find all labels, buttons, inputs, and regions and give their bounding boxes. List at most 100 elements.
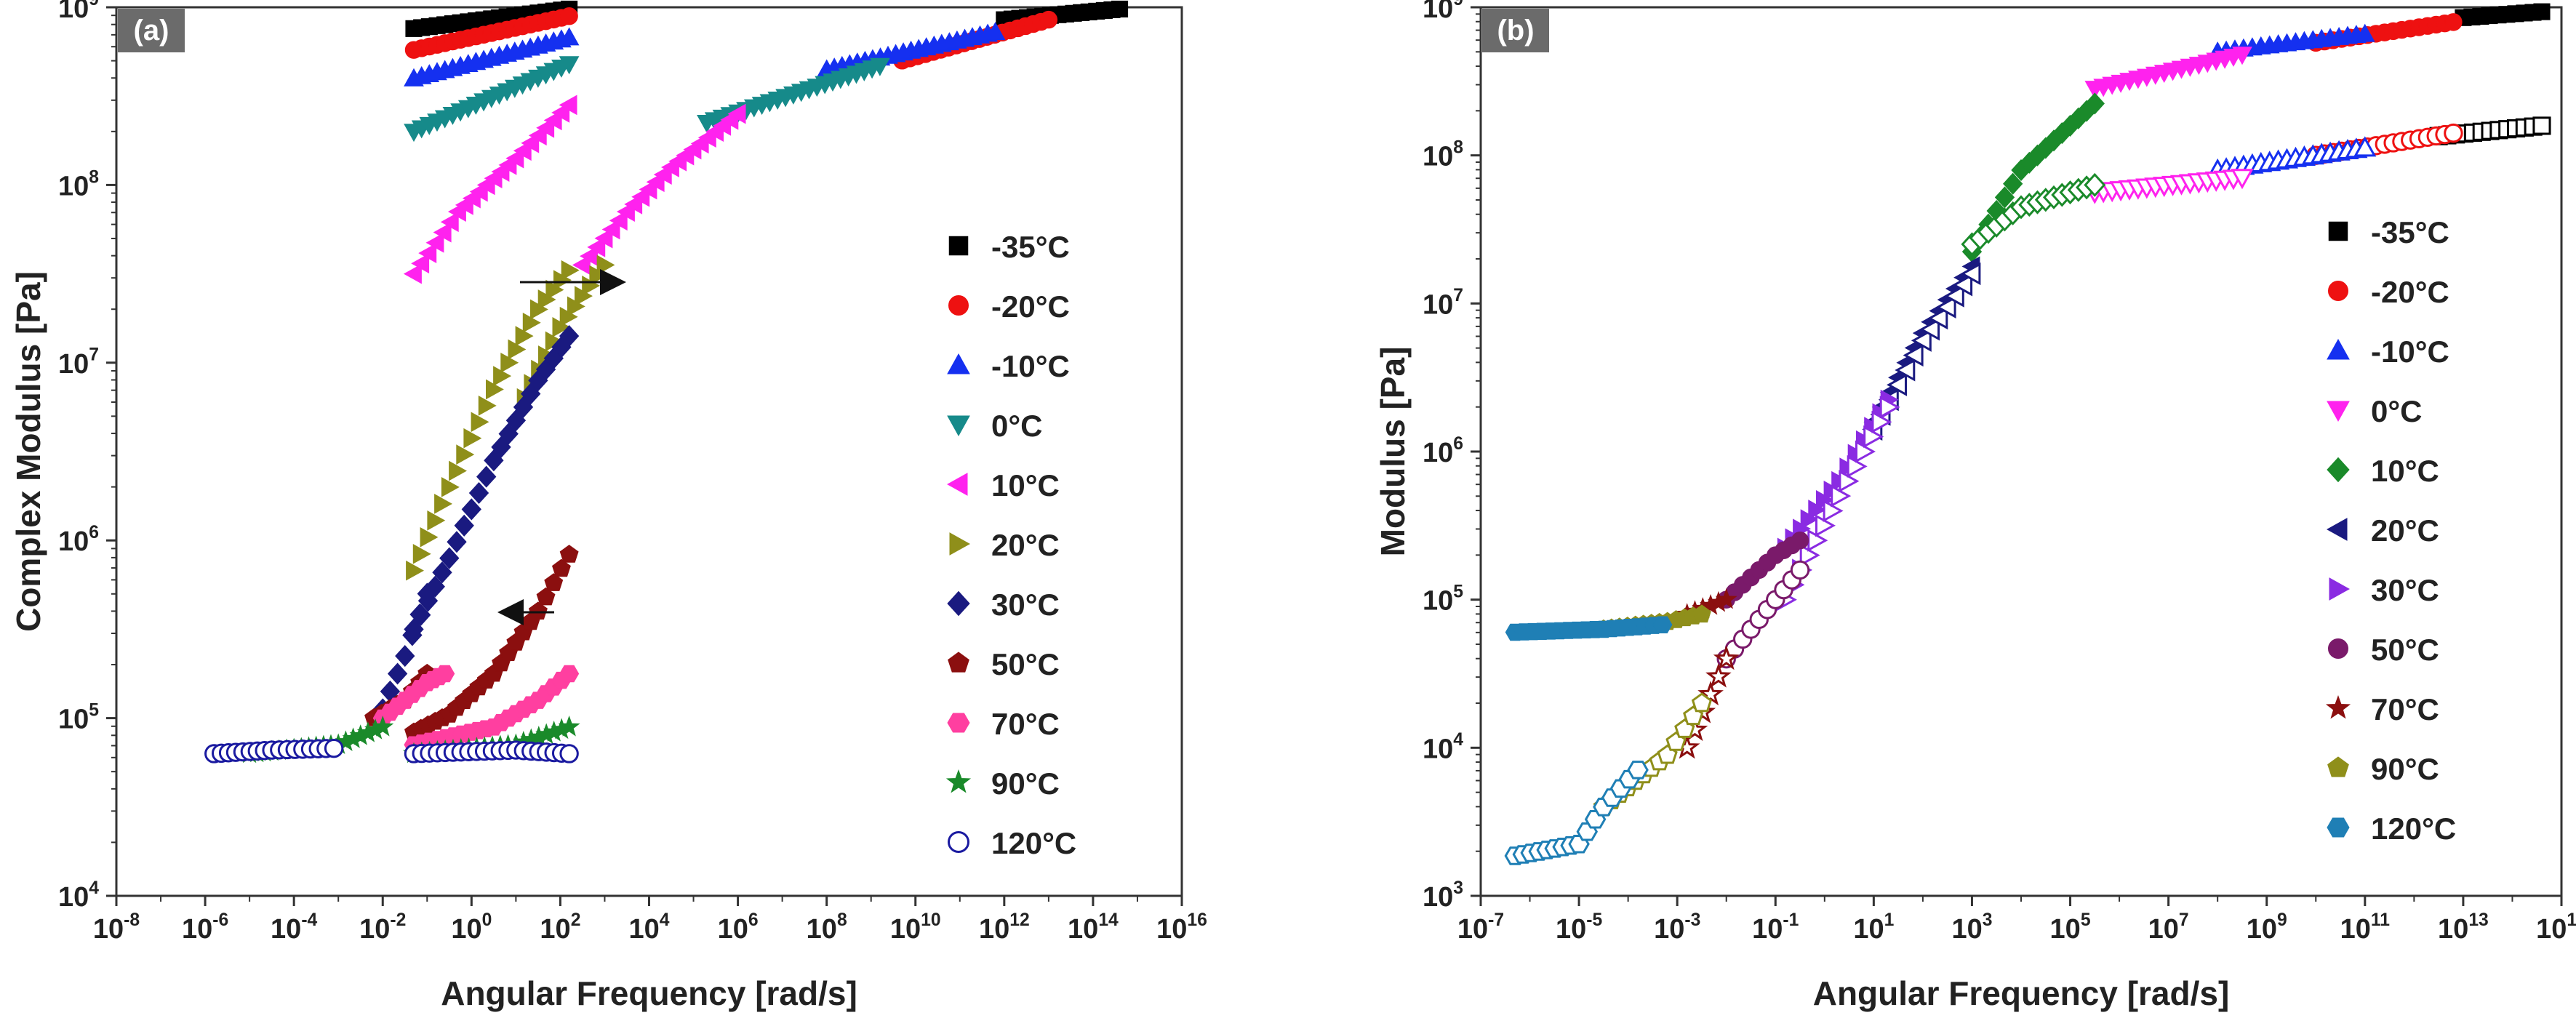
x-tick-label: 10-8 <box>93 910 140 945</box>
data-point <box>559 744 579 764</box>
x-tick-label: 105 <box>2050 910 2091 945</box>
y-tick-label: 107 <box>58 345 99 380</box>
data-point <box>434 494 453 514</box>
legend: -35°C -20°C -10°C 0°C 10°C 20°C 30°C 50°C 70°C 90… <box>945 230 1076 860</box>
data-point <box>587 237 606 257</box>
data-point <box>435 665 455 683</box>
panel-a: (a) 10-8 10-6 10-4 10-2 100 102 104 106 108 1010 10… <box>9 0 1207 1012</box>
series-10C <box>1961 92 2106 263</box>
shift-arrows <box>497 269 626 625</box>
y-tick-label: 106 <box>1423 434 1463 468</box>
data-point <box>594 228 613 249</box>
data-point <box>609 210 628 231</box>
panel-label-text: (a) <box>134 15 169 47</box>
y-tick-label: 103 <box>1423 878 1463 913</box>
data-point <box>1715 588 1737 609</box>
legend-label: 70°C <box>2371 692 2439 726</box>
y-tick-label: 107 <box>1423 286 1463 320</box>
data-point <box>1960 262 1981 286</box>
data-point <box>1887 373 1907 396</box>
data-point <box>1692 604 1711 623</box>
legend-marker <box>2328 221 2348 241</box>
data-point <box>870 57 890 76</box>
data-point <box>471 412 489 433</box>
legend-marker <box>2328 281 2348 301</box>
x-tick-label: 103 <box>1951 910 1992 945</box>
data-point <box>2532 116 2551 135</box>
legend-label: -35°C <box>2371 215 2449 249</box>
data-point <box>1627 761 1649 779</box>
series-30C <box>372 325 580 721</box>
x-tick-label: 106 <box>718 910 759 945</box>
legend-label: -20°C <box>991 289 1070 324</box>
data-point <box>2232 47 2252 65</box>
data-point <box>2444 123 2463 143</box>
data-point <box>560 7 578 25</box>
data-point <box>409 603 430 626</box>
series-120C <box>204 738 579 764</box>
data-point <box>372 716 394 737</box>
data-point <box>476 465 497 488</box>
data-point <box>985 22 1006 41</box>
data-point <box>559 95 577 116</box>
data-point <box>2084 92 2105 115</box>
legend-marker <box>948 831 969 853</box>
data-point <box>417 582 437 605</box>
x-tick-label: 104 <box>628 910 669 945</box>
data-point <box>2354 23 2375 42</box>
data-point <box>478 396 497 416</box>
legend-label: 30°C <box>2371 573 2439 607</box>
x-tick-label: 1016 <box>1156 910 1207 945</box>
data-point <box>454 514 474 537</box>
panel-label-bg <box>118 9 185 52</box>
legend-label: 90°C <box>2371 752 2439 786</box>
legend-label: -10°C <box>2371 334 2449 369</box>
x-tick-label: 108 <box>807 910 847 945</box>
y-tick-label: 108 <box>1423 138 1463 172</box>
x-tick-label: 1014 <box>1068 910 1119 945</box>
legend-label: -20°C <box>2371 275 2449 309</box>
data-point <box>449 460 468 481</box>
data-point <box>447 531 467 553</box>
x-tick-label: 10-2 <box>359 910 406 945</box>
legend-label: 0°C <box>991 409 1043 443</box>
data-point <box>2353 136 2377 157</box>
data-point <box>1713 645 1740 670</box>
data-point <box>601 219 620 240</box>
data-point <box>432 561 452 584</box>
data-point <box>1111 0 1129 17</box>
legend-label: 20°C <box>991 528 1060 562</box>
data-point <box>1879 396 1900 419</box>
legend-marker <box>945 769 972 793</box>
data-point <box>402 624 423 646</box>
data-point <box>387 662 408 685</box>
legend-label: 50°C <box>991 647 1060 681</box>
series-0C <box>2083 47 2254 204</box>
legend-marker <box>2327 756 2349 777</box>
panel-label-text: (b) <box>1497 15 1534 47</box>
x-axis-label: Angular Frequency [rad/s] <box>1813 974 2230 1012</box>
data-point <box>491 436 511 458</box>
data-point <box>439 547 460 569</box>
data-point <box>559 56 580 75</box>
data-point <box>440 212 459 233</box>
legend-marker <box>2326 518 2348 541</box>
series--35C <box>2429 3 2551 145</box>
legend-marker <box>2327 338 2350 360</box>
legend-label: 50°C <box>2371 633 2439 667</box>
data-point <box>513 396 534 418</box>
x-tick-label: 109 <box>2247 910 2287 945</box>
x-axis-label: Angular Frequency [rad/s] <box>441 974 857 1012</box>
panel-label-bg <box>1482 9 1549 52</box>
data-point <box>559 27 580 46</box>
x-tick-label: 10-7 <box>1457 910 1504 945</box>
x-tick-label: 1013 <box>2438 910 2489 945</box>
x-tick-label: 10-5 <box>1556 910 1603 945</box>
legend-label: -10°C <box>991 349 1070 383</box>
x-tick-label: 101 <box>1853 910 1894 945</box>
data-point <box>1791 532 1809 550</box>
legend-label: 120°C <box>991 826 1076 860</box>
data-point <box>1952 273 1973 297</box>
data-point <box>1935 295 1956 318</box>
